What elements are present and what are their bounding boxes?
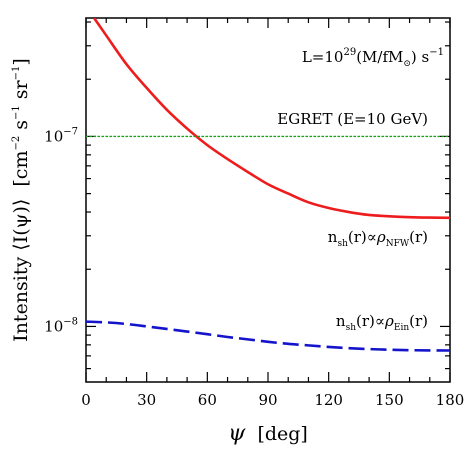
ein-annotation: nsh(r)∝ρEin(r) <box>336 312 428 333</box>
x-tick-label: 120 <box>314 391 343 409</box>
axis-tick-labels: 0 30 60 90 120 150 180 10−8 10−7 <box>44 126 464 409</box>
x-tick-label: 150 <box>375 391 404 409</box>
series-line-ein <box>86 320 450 352</box>
y-axis-title: Intensity ⟨I(ψ)⟩ [cm−2 s−1 sr−1] <box>10 58 32 342</box>
egret-annotation: EGRET (E=10 GeV) <box>277 110 428 128</box>
y-tick-label: 10−8 <box>44 316 78 335</box>
y-tick-label: 10−7 <box>44 126 78 145</box>
axis-ticks <box>85 18 451 382</box>
series-line-nfw <box>93 18 450 220</box>
x-tick-label: 0 <box>81 391 91 409</box>
x-tick-label: 60 <box>198 391 217 409</box>
series-layer <box>86 18 450 352</box>
x-tick-label: 90 <box>258 391 277 409</box>
nfw-annotation: nsh(r)∝ρNFW(r) <box>328 228 428 249</box>
luminosity-annotation: L=1029(M/fM⊙) s−1 <box>302 47 444 69</box>
x-tick-label: 180 <box>436 391 465 409</box>
x-axis-title: ψ [deg] <box>228 421 308 446</box>
x-tick-label: 30 <box>137 391 156 409</box>
